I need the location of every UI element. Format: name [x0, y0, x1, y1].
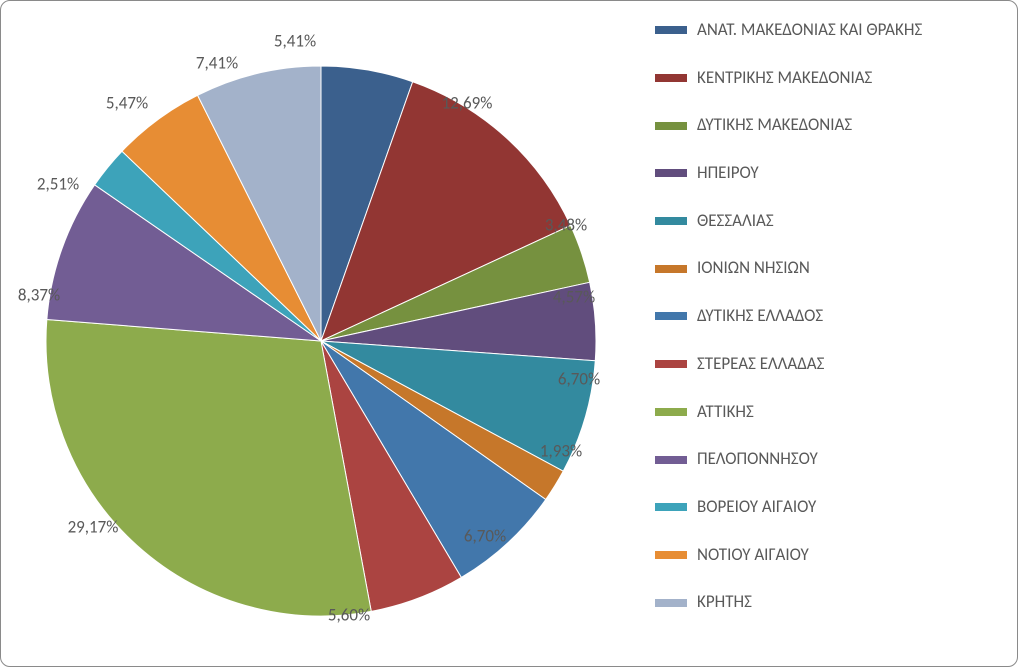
legend-item: ΙΟΝΙΩΝ ΝΗΣΙΩΝ	[655, 259, 995, 278]
legend-swatch	[655, 360, 687, 368]
pie-svg	[1, 1, 641, 668]
legend-swatch	[655, 312, 687, 320]
legend-label: ΔΥΤΙΚΗΣ ΜΑΚΕΔΟΝΙΑΣ	[697, 116, 852, 135]
legend-swatch	[655, 456, 687, 464]
legend-swatch	[655, 26, 687, 34]
legend: ΑΝΑΤ. ΜΑΚΕΔΟΝΙΑΣ ΚΑΙ ΘΡΑΚΗΣ ΚΕΝΤΡΙΚΗΣ ΜΑΚ…	[655, 21, 995, 612]
legend-label: ΠΕΛΟΠΟΝΝΗΣΟΥ	[697, 450, 818, 469]
legend-label: ΔΥΤΙΚΗΣ ΕΛΛΑΔΟΣ	[697, 307, 823, 326]
legend-item: ΔΥΤΙΚΗΣ ΕΛΛΑΔΟΣ	[655, 307, 995, 326]
legend-swatch	[655, 599, 687, 607]
legend-item: ΔΥΤΙΚΗΣ ΜΑΚΕΔΟΝΙΑΣ	[655, 116, 995, 135]
legend-item: ΚΕΝΤΡΙΚΗΣ ΜΑΚΕΔΟΝΙΑΣ	[655, 69, 995, 88]
pie-area: 5,41%12,69%3,48%4,57%6,70%1,93%6,70%5,60…	[1, 1, 641, 668]
legend-item: ΝΟΤΙΟΥ ΑΙΓΑΙΟΥ	[655, 546, 995, 565]
legend-label: ΚΡΗΤΗΣ	[697, 593, 752, 612]
legend-item: ΒΟΡΕΙΟΥ ΑΙΓΑΙΟΥ	[655, 498, 995, 517]
legend-label: ΗΠΕΙΡΟΥ	[697, 164, 759, 183]
legend-swatch	[655, 265, 687, 273]
legend-item: ΑΝΑΤ. ΜΑΚΕΔΟΝΙΑΣ ΚΑΙ ΘΡΑΚΗΣ	[655, 21, 995, 40]
legend-item: ΣΤΕΡΕΑΣ ΕΛΛΑΔΑΣ	[655, 355, 995, 374]
legend-label: ΚΕΝΤΡΙΚΗΣ ΜΑΚΕΔΟΝΙΑΣ	[697, 69, 872, 88]
legend-label: ΑΤΤΙΚΗΣ	[697, 403, 754, 422]
legend-swatch	[655, 169, 687, 177]
legend-item: ΗΠΕΙΡΟΥ	[655, 164, 995, 183]
legend-swatch	[655, 74, 687, 82]
legend-label: ΘΕΣΣΑΛΙΑΣ	[697, 212, 774, 231]
pie-slice	[46, 320, 371, 616]
legend-swatch	[655, 551, 687, 559]
legend-item: ΠΕΛΟΠΟΝΝΗΣΟΥ	[655, 450, 995, 469]
legend-swatch	[655, 217, 687, 225]
legend-label: ΝΟΤΙΟΥ ΑΙΓΑΙΟΥ	[697, 546, 809, 565]
legend-label: ΣΤΕΡΕΑΣ ΕΛΛΑΔΑΣ	[697, 355, 824, 374]
legend-item: ΘΕΣΣΑΛΙΑΣ	[655, 212, 995, 231]
legend-label: ΑΝΑΤ. ΜΑΚΕΔΟΝΙΑΣ ΚΑΙ ΘΡΑΚΗΣ	[697, 21, 922, 40]
legend-swatch	[655, 122, 687, 130]
chart-frame: 5,41%12,69%3,48%4,57%6,70%1,93%6,70%5,60…	[0, 0, 1018, 667]
legend-swatch	[655, 503, 687, 511]
legend-swatch	[655, 408, 687, 416]
legend-item: ΑΤΤΙΚΗΣ	[655, 403, 995, 422]
legend-label: ΒΟΡΕΙΟΥ ΑΙΓΑΙΟΥ	[697, 498, 816, 517]
legend-label: ΙΟΝΙΩΝ ΝΗΣΙΩΝ	[697, 259, 810, 278]
legend-item: ΚΡΗΤΗΣ	[655, 593, 995, 612]
